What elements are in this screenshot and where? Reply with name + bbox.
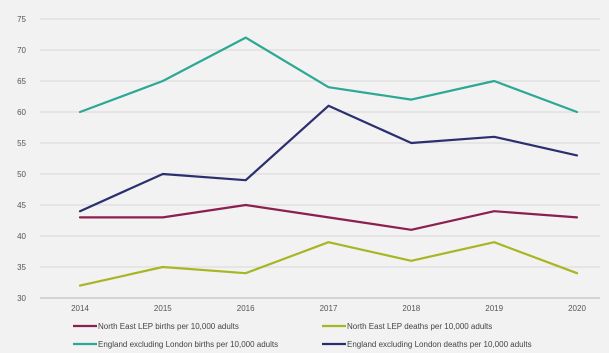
legend-label: North East LEP deaths per 10,000 adults [347,322,492,331]
series-line-1 [78,203,579,231]
y-axis-tick-labels: 30 35 40 45 50 55 60 65 70 75 [17,15,26,303]
y-tick-label: 50 [17,170,26,179]
legend-item: England excluding London deaths per 10,0… [322,340,532,349]
x-tick-label: 2016 [237,304,255,313]
series-lines [78,36,579,287]
legend-item: North East LEP deaths per 10,000 adults [322,322,492,331]
y-tick-label: 40 [17,232,26,241]
series-line-2 [78,241,579,287]
x-tick-label: 2019 [485,304,503,313]
series-line-3 [78,36,579,114]
legend-label: North East LEP births per 10,000 adults [98,322,239,331]
series-line-4 [78,104,579,213]
y-tick-label: 65 [17,77,26,86]
x-axis-tick-labels: 2014 2015 2016 2017 2018 2019 2020 [71,304,586,313]
gridlines [40,18,600,299]
y-tick-label: 60 [17,108,26,117]
x-tick-label: 2014 [71,304,89,313]
legend-item: England excluding London births per 10,0… [73,340,278,349]
legend-label: England excluding London births per 10,0… [98,340,278,349]
y-tick-label: 35 [17,263,26,272]
x-tick-label: 2015 [154,304,172,313]
x-tick-label: 2017 [320,304,338,313]
y-tick-label: 45 [17,201,26,210]
y-tick-label: 55 [17,139,26,148]
legend-item: North East LEP births per 10,000 adults [73,322,239,331]
legend: North East LEP births per 10,000 adults N… [73,322,532,349]
legend-label: England excluding London deaths per 10,0… [347,340,532,349]
x-tick-label: 2020 [568,304,586,313]
y-tick-label: 30 [17,294,26,303]
x-tick-label: 2018 [402,304,420,313]
y-tick-label: 70 [17,46,26,55]
y-tick-label: 75 [17,15,26,24]
